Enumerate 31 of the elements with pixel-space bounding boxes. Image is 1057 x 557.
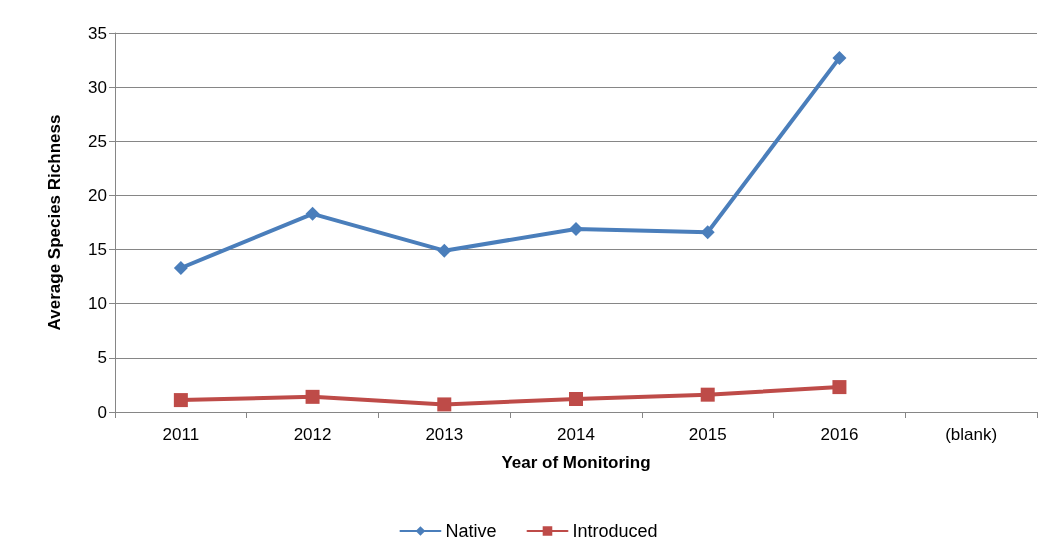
y-tick-label: 25 bbox=[88, 131, 107, 151]
point bbox=[173, 260, 188, 275]
point bbox=[832, 380, 847, 395]
y-axis-title: Average Species Richness bbox=[45, 114, 64, 331]
y-tick-label: 0 bbox=[97, 402, 107, 422]
point bbox=[832, 50, 847, 65]
y-tick-label: 35 bbox=[88, 23, 107, 43]
point bbox=[700, 387, 715, 402]
y-tick-label: 5 bbox=[97, 348, 107, 368]
point bbox=[305, 206, 320, 221]
point bbox=[173, 393, 188, 408]
point bbox=[700, 225, 715, 240]
x-tick-label: (blank) bbox=[945, 425, 998, 444]
x-tick-label: 2013 bbox=[425, 425, 464, 444]
x-tick-label: 2012 bbox=[293, 425, 332, 444]
legend-label: Introduced bbox=[572, 521, 658, 541]
y-tick-label: 10 bbox=[88, 294, 107, 314]
point bbox=[305, 389, 320, 404]
x-tick-label: 2011 bbox=[162, 425, 200, 444]
point bbox=[437, 243, 452, 258]
y-tick-label: 15 bbox=[88, 240, 107, 260]
point bbox=[569, 222, 583, 236]
x-axis-title: Year of Monitoring bbox=[501, 453, 651, 472]
y-tick-label: 20 bbox=[88, 185, 107, 205]
legend-label: Native bbox=[445, 521, 497, 541]
point bbox=[569, 392, 583, 407]
x-tick-label: 2016 bbox=[820, 425, 859, 444]
point bbox=[437, 397, 452, 412]
x-tick-label: 2014 bbox=[557, 425, 595, 444]
y-tick-label: 30 bbox=[88, 77, 107, 97]
x-tick-label: 2015 bbox=[688, 425, 727, 444]
